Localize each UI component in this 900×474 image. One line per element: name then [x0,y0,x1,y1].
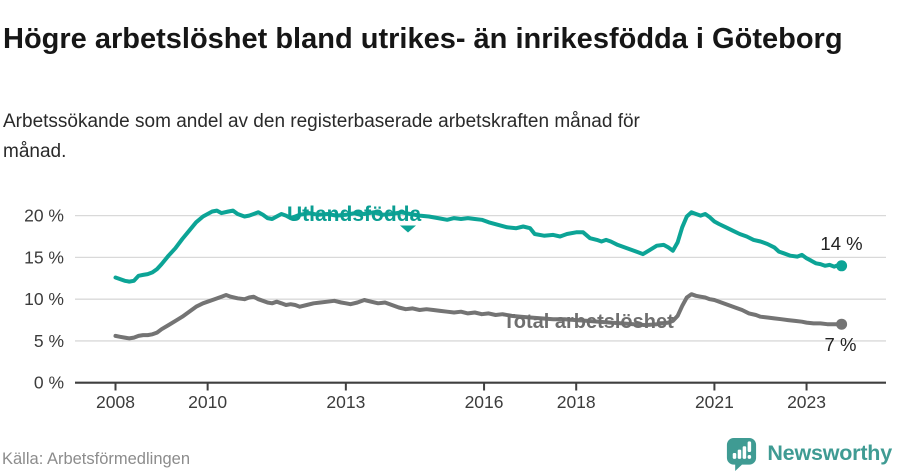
label-pointer-triangle-icon [400,225,416,233]
grid-layer: 0 % 5 % 10 % 15 % 20 % 2008 2010 2013 2016 2018 20… [24,206,886,412]
brand-logo: Newsworthy [725,436,892,471]
line-chart: 0 % 5 % 10 % 15 % 20 % 2008 2010 2013 2016 2018 20… [24,203,886,412]
x-tick-label: 2008 [96,392,135,412]
y-tick-label: 5 % [34,331,64,351]
newsworthy-logo-icon [727,437,757,471]
series-end-dot-total [836,318,848,330]
x-tick-label: 2016 [465,392,504,412]
x-tick-label: 2010 [188,392,227,412]
series-line-utlandsfodda [113,208,844,284]
y-tick-label: 15 % [24,247,64,267]
y-tick-label: 20 % [24,206,64,226]
page-title: Högre arbetslöshet bland utrikes- än inr… [3,23,843,56]
x-tick-label: 2021 [695,392,734,412]
series-label-utlandsfodda: Utlandsfödda [287,203,421,226]
x-tick-label: 2013 [326,392,365,412]
brand-name: Newsworthy [767,441,892,465]
series-end-dot-utlandsfodda [836,260,848,272]
y-tick-label: 0 % [34,373,64,393]
end-value-label-utlandsfodda: 14 % [820,233,862,254]
y-tick-label: 10 % [24,289,64,309]
x-tick-label: 2018 [557,392,596,412]
end-value-label-total: 7 % [825,334,857,355]
series-label-total: Total arbetslöshet [503,311,674,333]
series-line-total [113,292,844,341]
chart-subtitle: Arbetssökande som andel av den registerb… [3,111,640,162]
source-note: Källa: Arbetsförmedlingen [2,450,191,468]
x-tick-label: 2023 [787,392,826,412]
